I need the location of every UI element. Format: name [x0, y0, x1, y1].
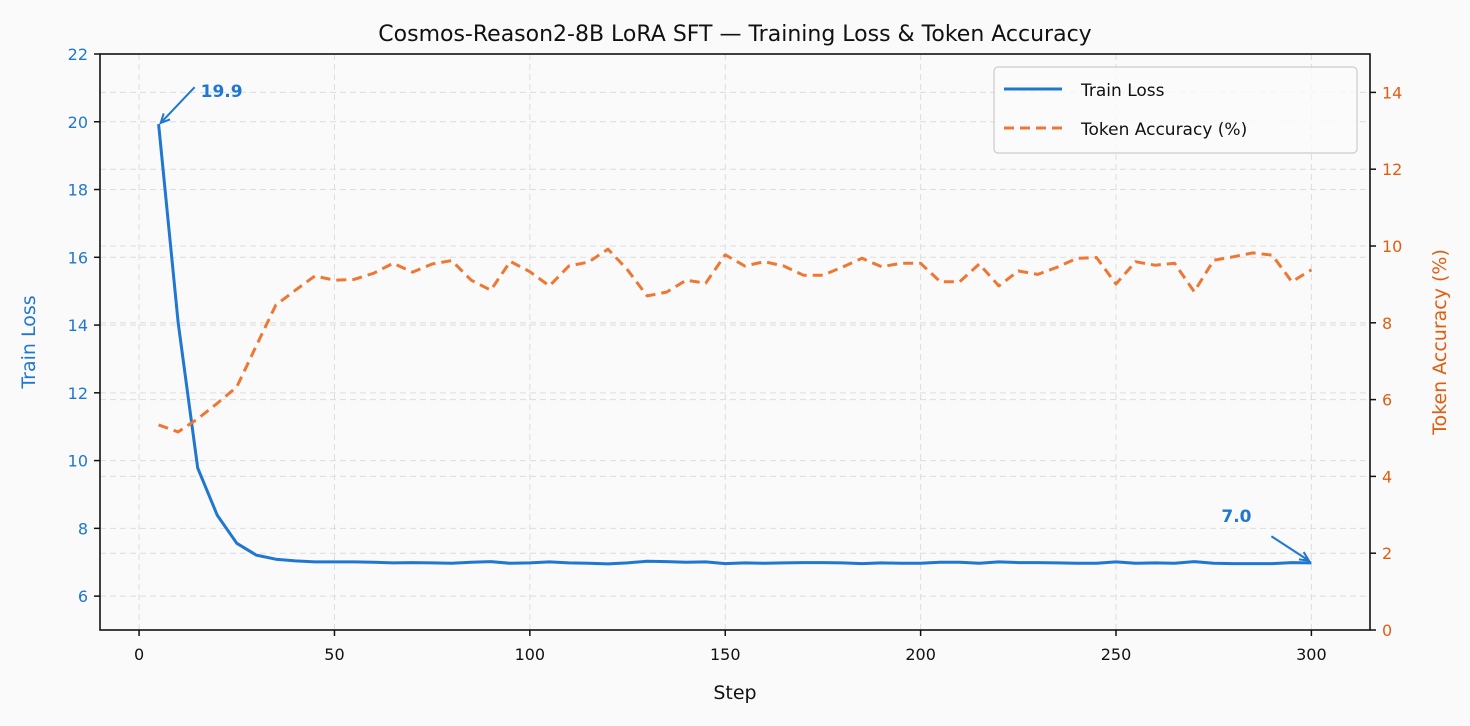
left-tick-label: 12 [68, 384, 88, 403]
right-tick-label: 12 [1382, 160, 1402, 179]
arrow-icon [159, 86, 196, 124]
right-y-axis-label: Token Accuracy (%) [1429, 249, 1451, 436]
left-y-axis: 6 8 10 12 14 16 18 20 22 [68, 45, 100, 606]
left-tick-label: 8 [78, 519, 88, 538]
annotation-label: 7.0 [1221, 507, 1251, 527]
arrowhead-icon [1298, 551, 1311, 562]
left-tick-label: 22 [68, 45, 88, 64]
x-tick-label: 300 [1296, 645, 1327, 664]
right-tick-label: 8 [1382, 314, 1392, 333]
right-tick-label: 4 [1382, 467, 1392, 486]
legend-label-train-loss: Train Loss [1080, 81, 1165, 101]
chart-title: Cosmos-Reason2-8B LoRA SFT — Training Lo… [378, 22, 1091, 47]
x-axis: 0 50 100 150 200 250 300 [134, 630, 1327, 664]
x-tick-label: 150 [710, 645, 741, 664]
annotations: 19.9 7.0 [159, 82, 1311, 562]
legend-label-token-accuracy: Token Accuracy (%) [1080, 120, 1247, 140]
axes-frame [99, 53, 1371, 631]
left-tick-label: 14 [68, 316, 88, 335]
x-tick-label: 0 [134, 645, 144, 664]
arrow-icon [1270, 535, 1310, 562]
left-y-axis-label: Train Loss [18, 295, 40, 389]
right-tick-label: 2 [1382, 544, 1392, 563]
legend-box [993, 66, 1358, 154]
right-tick-label: 14 [1382, 83, 1402, 102]
left-tick-label: 10 [68, 452, 88, 471]
x-tick-label: 250 [1101, 645, 1132, 664]
left-tick-label: 16 [68, 248, 88, 267]
legend: Train Loss Token Accuracy (%) [993, 66, 1358, 154]
right-y-axis: 0 2 4 6 8 10 12 14 [1370, 83, 1402, 640]
plot-area [157, 123, 1313, 566]
left-tick-label: 18 [68, 181, 88, 200]
left-tick-label: 6 [78, 587, 88, 606]
annotation-label: 19.9 [201, 82, 243, 102]
right-tick-label: 6 [1382, 391, 1392, 410]
token-accuracy-line [158, 247, 1313, 434]
right-tick-label: 0 [1382, 621, 1392, 640]
train-loss-line [157, 123, 1312, 566]
annotation-start: 19.9 [159, 82, 243, 125]
x-axis-label: Step [713, 682, 756, 704]
right-tick-label: 10 [1382, 237, 1402, 256]
arrowhead-icon [159, 113, 171, 125]
left-tick-label: 20 [68, 113, 88, 132]
x-tick-label: 200 [905, 645, 936, 664]
x-tick-label: 100 [515, 645, 546, 664]
x-tick-label: 50 [324, 645, 344, 664]
annotation-end: 7.0 [1221, 507, 1311, 562]
